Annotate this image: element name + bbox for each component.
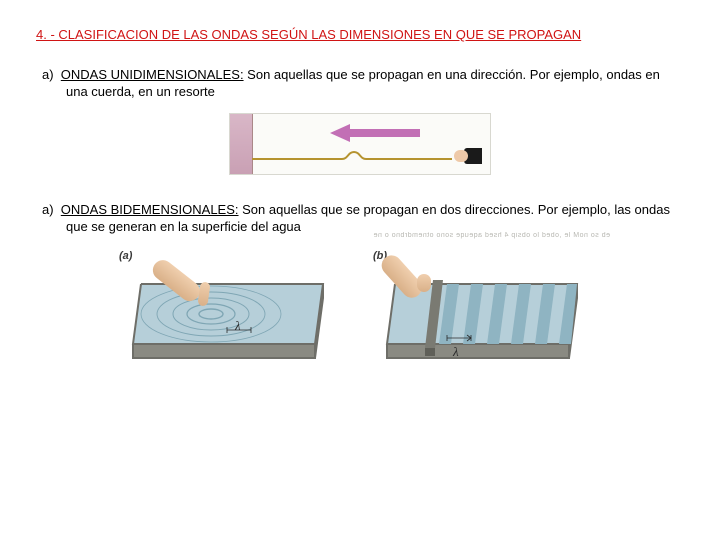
item-marker: a) [42, 202, 54, 217]
fig1-canvas [229, 113, 491, 175]
list-item: a) ONDAS BIDEMENSIONALES: Son aquellas q… [42, 201, 684, 236]
panel-a-label: (a) [119, 250, 132, 262]
lambda-a: λ [235, 318, 241, 334]
wall [230, 114, 253, 174]
panel-a: (a) [113, 248, 353, 388]
fig2-canvas: eb so noM le ,obed lo obsip 4 hsed aqeuq… [110, 248, 610, 388]
section-title: 4. - CLASIFICACION DE LAS ONDAS SEGÚN LA… [36, 26, 684, 44]
figure-water-waves: eb so noM le ,obed lo obsip 4 hsed aqeuq… [36, 248, 684, 388]
tray-a [123, 270, 333, 370]
figure-rope-wave [36, 113, 684, 175]
hand-icon [452, 144, 482, 168]
rope [252, 151, 452, 165]
item-term: ONDAS BIDEMENSIONALES: [61, 202, 239, 217]
lambda-b: λ [453, 344, 459, 360]
panel-b: (b) [367, 248, 607, 388]
direction-arrow-icon [330, 124, 420, 142]
item-term: ONDAS UNIDIMENSIONALES: [61, 67, 244, 82]
item-marker: a) [42, 67, 54, 82]
list-item: a) ONDAS UNIDIMENSIONALES: Son aquellas … [42, 66, 684, 101]
